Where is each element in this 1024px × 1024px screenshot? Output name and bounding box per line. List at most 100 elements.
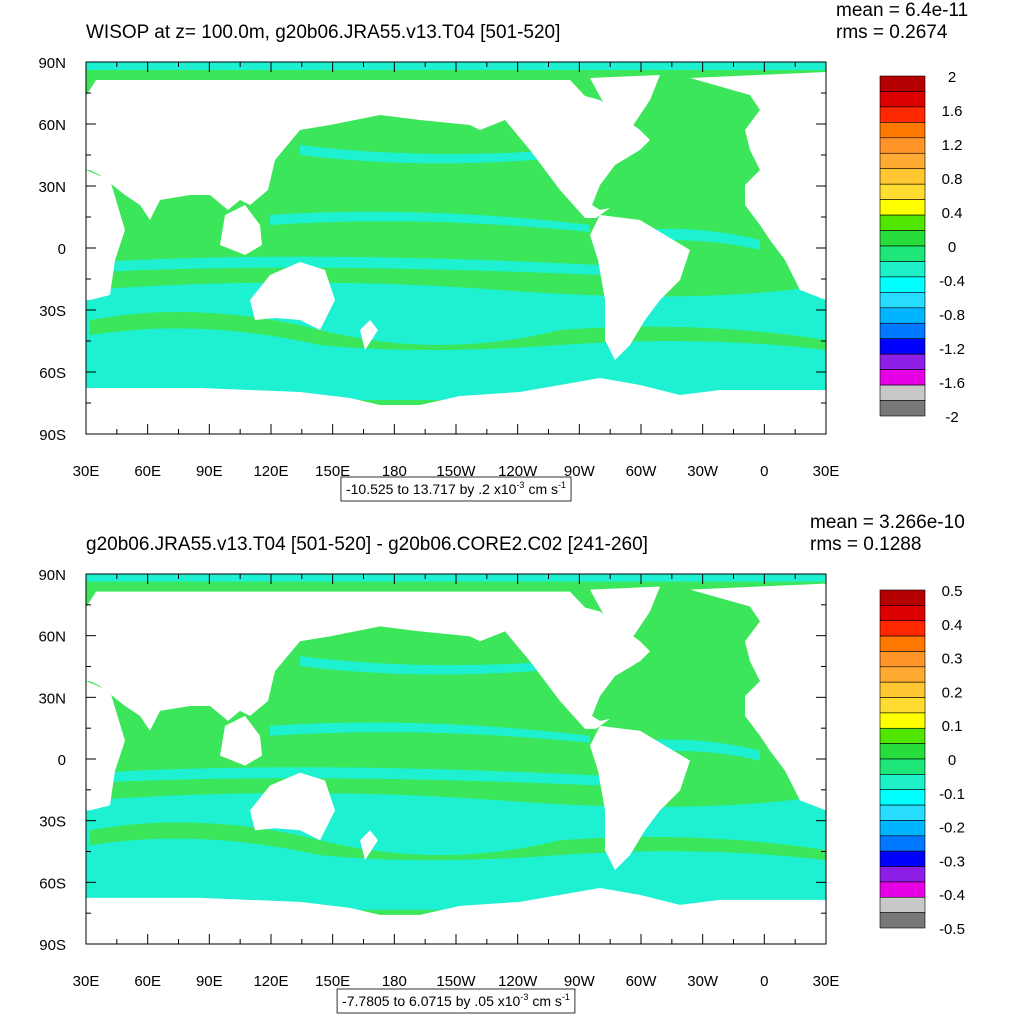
colorbar-label: 0 bbox=[948, 239, 956, 256]
colorbar-label: 0.1 bbox=[942, 718, 963, 735]
colorbar-box bbox=[879, 369, 926, 386]
colorbar-label: -1.2 bbox=[939, 341, 965, 358]
lon-label: 30E bbox=[73, 973, 100, 990]
colorbar-box bbox=[879, 292, 926, 309]
lon-label: 120W bbox=[498, 463, 538, 480]
colorbar-box bbox=[879, 152, 926, 170]
panel-title: g20b06.JRA55.v13.T04 [501-520] - g20b06.… bbox=[86, 534, 648, 555]
lat-label: 90N bbox=[38, 55, 66, 72]
footer-text: -7.7805 to 6.0715 by .05 x10 bbox=[342, 993, 520, 1009]
lon-label: 90E bbox=[196, 973, 223, 990]
lat-label: 60N bbox=[38, 117, 66, 134]
lon-label: 30E bbox=[73, 463, 100, 480]
mean-label: mean = 3.266e-10 bbox=[810, 512, 965, 533]
lon-label: 0 bbox=[760, 463, 768, 480]
lat-label: 0 bbox=[58, 752, 66, 769]
colorbar-label: 0.3 bbox=[942, 651, 963, 668]
colorbar-box bbox=[879, 681, 926, 698]
mean-label: mean = 6.4e-11 bbox=[836, 0, 968, 21]
footer-unit: cm s bbox=[532, 993, 562, 1009]
colorbar-box bbox=[879, 400, 926, 417]
lat-label: 90N bbox=[38, 567, 66, 584]
lat-label: 30S bbox=[39, 303, 66, 320]
colorbar-box bbox=[879, 384, 926, 401]
panel-title: WISOP at z= 100.0m, g20b06.JRA55.v13.T04… bbox=[86, 22, 560, 43]
lon-label: 0 bbox=[760, 973, 768, 990]
colorbar-box bbox=[879, 758, 926, 775]
rms-label: rms = 0.1288 bbox=[810, 534, 921, 555]
colorbar-box bbox=[879, 804, 926, 821]
colorbar-box bbox=[879, 338, 926, 355]
colorbar-label: 0.5 bbox=[942, 583, 963, 600]
colorbar-label: -0.8 bbox=[939, 307, 965, 324]
colorbar-box bbox=[879, 214, 926, 231]
colorbar-label: -1.6 bbox=[939, 375, 965, 392]
colorbar-box bbox=[879, 589, 926, 606]
lon-label: 60W bbox=[626, 463, 658, 480]
colorbar-box bbox=[879, 183, 926, 200]
colorbar-box bbox=[879, 651, 926, 668]
map-field bbox=[86, 573, 826, 944]
colorbar-box bbox=[879, 697, 926, 714]
footer-exponent: -3 bbox=[520, 992, 528, 1002]
lon-label: 120E bbox=[253, 463, 288, 480]
colorbar-box bbox=[879, 850, 926, 867]
colorbar-box bbox=[879, 605, 926, 622]
colorbar-box bbox=[879, 230, 926, 247]
colorbar-box bbox=[879, 774, 926, 791]
lat-label: 30N bbox=[38, 179, 66, 196]
colorbar-box bbox=[879, 307, 926, 324]
colorbar-box bbox=[879, 261, 926, 278]
lat-label: 60S bbox=[39, 875, 66, 892]
lat-label: 60N bbox=[38, 629, 66, 646]
lon-label: 60E bbox=[134, 463, 161, 480]
footer-unit-exponent: -1 bbox=[558, 480, 566, 490]
colorbar-label: 1.6 bbox=[942, 103, 963, 120]
lon-label: 90W bbox=[564, 463, 596, 480]
colorbar-box bbox=[879, 712, 926, 729]
colorbar-box bbox=[879, 137, 926, 154]
lon-label: 150W bbox=[436, 973, 476, 990]
lon-label: 30E bbox=[813, 973, 840, 990]
lat-label: 30N bbox=[38, 690, 66, 707]
lon-label: 30W bbox=[687, 973, 719, 990]
map-2 bbox=[86, 573, 826, 944]
lon-label: 120W bbox=[498, 973, 538, 990]
colorbar-box bbox=[879, 727, 926, 744]
footer-label: -10.525 to 13.717 by .2 x10-3 cm s-1 bbox=[346, 480, 566, 497]
colorbar-box bbox=[879, 743, 926, 760]
colorbar-label: 0.4 bbox=[942, 205, 963, 222]
lon-label: 60E bbox=[134, 973, 161, 990]
lon-label: 150W bbox=[436, 463, 476, 480]
colorbar-box bbox=[879, 912, 926, 929]
colorbar-box bbox=[879, 820, 926, 837]
colorbar-label: 0.2 bbox=[942, 684, 963, 701]
lat-label: 0 bbox=[58, 241, 66, 258]
footer-label: -7.7805 to 6.0715 by .05 x10-3 cm s-1 bbox=[342, 992, 570, 1009]
footer-text: -10.525 to 13.717 by .2 x10 bbox=[346, 481, 517, 497]
lon-label: 30E bbox=[813, 463, 840, 480]
footer-box bbox=[340, 476, 572, 502]
colorbar-box bbox=[879, 635, 926, 652]
colorbar-box bbox=[879, 666, 926, 683]
colorbar-label: -2 bbox=[945, 409, 958, 426]
colorbar-box bbox=[879, 75, 926, 92]
panel: WISOP at z= 100.0m, g20b06.JRA55.v13.T04… bbox=[38, 0, 968, 502]
colorbar-box bbox=[879, 789, 926, 806]
colorbar-box bbox=[879, 866, 926, 883]
footer-unit: cm s bbox=[528, 481, 558, 497]
lon-label: 180 bbox=[382, 463, 407, 480]
lon-label: 60W bbox=[626, 973, 658, 990]
colorbar-box bbox=[879, 896, 926, 913]
colorbar-label: 2 bbox=[948, 69, 956, 86]
colorbar-label: -0.4 bbox=[939, 273, 965, 290]
rms-label: rms = 0.2674 bbox=[836, 22, 948, 43]
colorbar-box bbox=[879, 620, 926, 637]
lat-label: 60S bbox=[39, 365, 66, 382]
lat-label: 30S bbox=[39, 814, 66, 831]
colorbar-box bbox=[879, 168, 926, 185]
lat-label: 90S bbox=[39, 937, 66, 954]
footer-box bbox=[336, 988, 576, 1014]
